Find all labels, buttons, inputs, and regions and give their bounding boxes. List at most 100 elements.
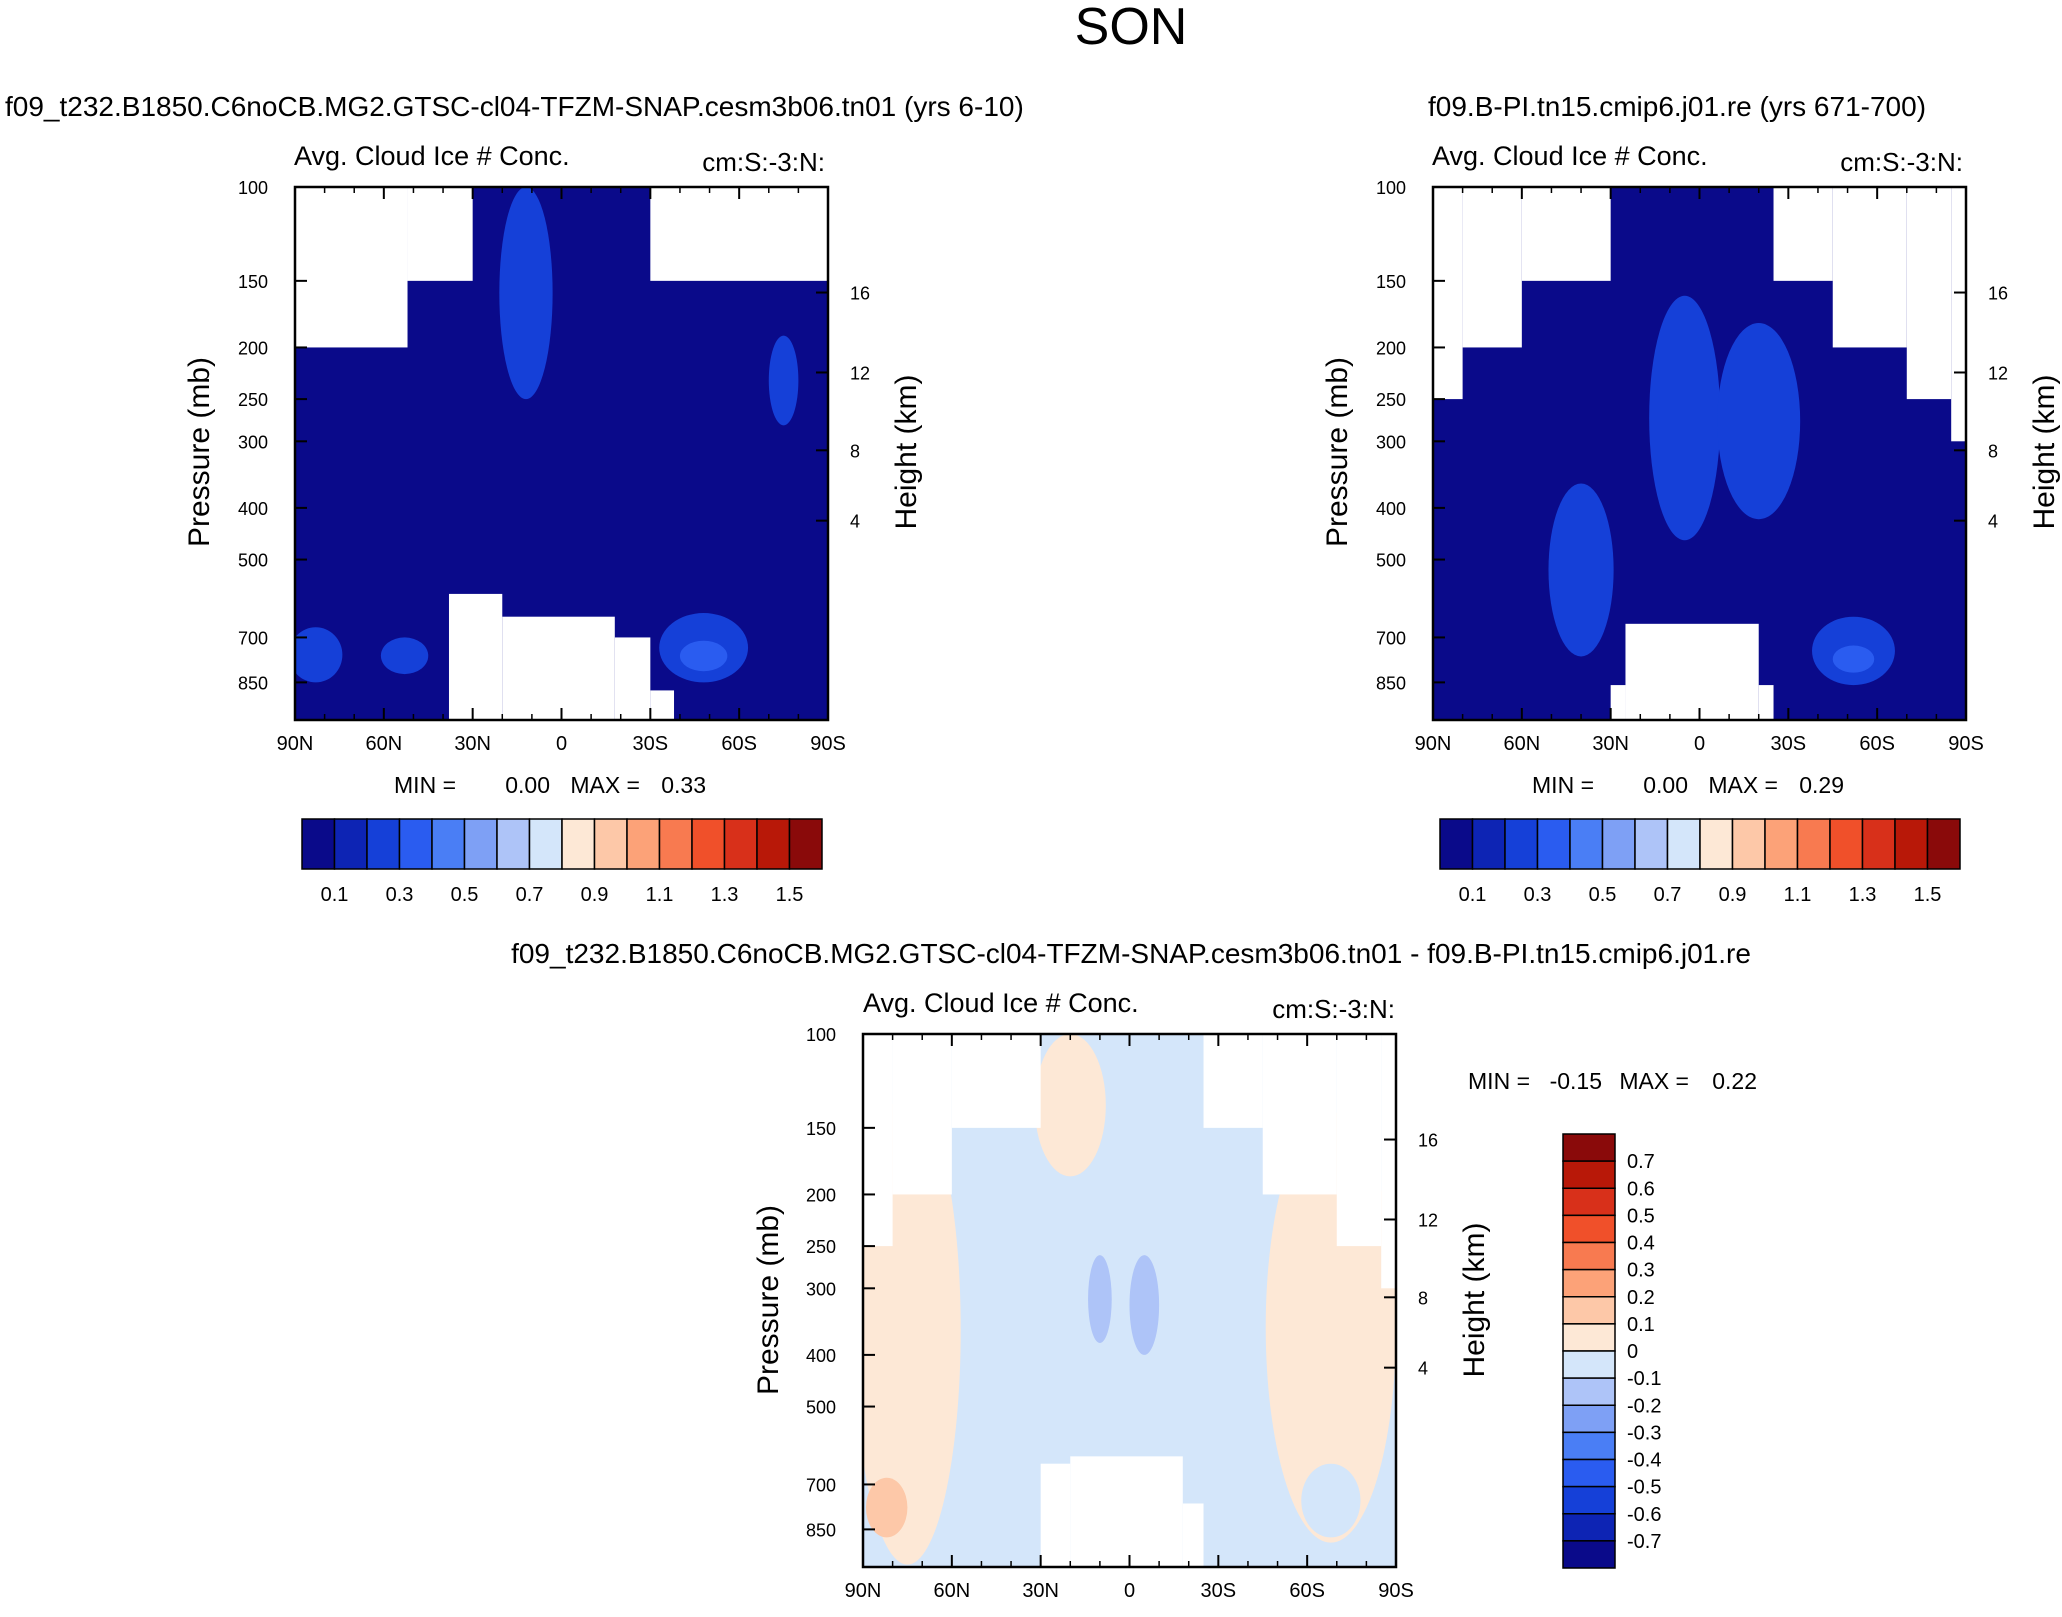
contour-region-7 bbox=[1129, 1255, 1160, 1355]
panel-c-field bbox=[863, 1034, 1396, 1567]
x-tick-label: 90N bbox=[277, 733, 314, 755]
x-tick-label: 90S bbox=[1948, 733, 1984, 755]
height-tick-label: 4 bbox=[850, 512, 860, 532]
missing-data-bottom-2 bbox=[502, 616, 615, 720]
colorbar-swatch bbox=[1894, 818, 1929, 870]
colorbar-swatch bbox=[1562, 1404, 1616, 1434]
y-tick-label: 100 bbox=[238, 178, 268, 198]
y-tick-label: 150 bbox=[1376, 272, 1406, 292]
colorbar-swatch bbox=[1764, 818, 1799, 870]
y-tick-label: 850 bbox=[1376, 673, 1406, 693]
colorbar-label: -0.4 bbox=[1627, 1450, 1661, 1472]
missing-data-bottom-1 bbox=[448, 593, 503, 720]
height-tick-label: 12 bbox=[1988, 363, 2008, 383]
colorbar-swatch bbox=[1666, 818, 1701, 870]
contour-region-6 bbox=[1088, 1255, 1112, 1344]
colorbar-swatch bbox=[463, 818, 498, 870]
panel-a-plot-area bbox=[293, 185, 830, 722]
colorbar-label: 1.5 bbox=[1914, 884, 1942, 906]
height-tick-label: 8 bbox=[850, 441, 860, 461]
colorbar-swatch bbox=[528, 818, 563, 870]
y-tick-label: 150 bbox=[238, 272, 268, 292]
x-tick-label: 30S bbox=[633, 733, 669, 755]
contour-region-1 bbox=[499, 187, 553, 400]
colorbar-label: 0.3 bbox=[386, 884, 414, 906]
colorbar-label: 1.1 bbox=[1784, 884, 1812, 906]
missing-data-top-2 bbox=[892, 1034, 952, 1195]
colorbar-swatch bbox=[1699, 818, 1734, 870]
colorbar-label: -0.1 bbox=[1627, 1368, 1661, 1390]
x-tick-label: 30N bbox=[454, 733, 491, 755]
panel-c-min-value: -0.15 bbox=[1550, 1068, 1602, 1094]
colorbar-swatch bbox=[1562, 1431, 1616, 1461]
y-tick-label: 850 bbox=[806, 1520, 836, 1540]
panel-a-y-axis: 100 150 200 250 300 400 500 700 850 bbox=[238, 178, 307, 693]
panel-b-height-axis: 16 12 8 4 bbox=[1954, 284, 2008, 532]
panel-b-max-value: 0.29 bbox=[1799, 772, 1844, 798]
y-tick-label: 250 bbox=[238, 390, 268, 410]
missing-data-top-2 bbox=[1462, 187, 1522, 348]
colorbar-swatch bbox=[1562, 1187, 1616, 1217]
contour-region-1 bbox=[1649, 295, 1721, 541]
colorbar-swatch bbox=[561, 818, 596, 870]
contour-region-5 bbox=[380, 637, 429, 675]
colorbar-label: 1.3 bbox=[711, 884, 739, 906]
panel-c-y-axis: 100 150 200 250 300 400 500 700 850 bbox=[806, 1025, 875, 1540]
panel-b-max-label: MAX = bbox=[1708, 772, 1778, 798]
missing-data-top-6 bbox=[1832, 187, 1907, 348]
colorbar-swatch bbox=[366, 818, 401, 870]
panel-b-plot-area bbox=[1431, 185, 1968, 722]
y-tick-label: 300 bbox=[806, 1279, 836, 1299]
colorbar-swatch bbox=[1562, 1268, 1616, 1298]
colorbar-label: 0.9 bbox=[1719, 884, 1747, 906]
panel-a: f09_t232.B1850.C6noCB.MG2.GTSC-cl04-TFZM… bbox=[5, 91, 1024, 906]
panel-c-x-axis: 90N 60N 30N 0 30S 60S 90S bbox=[845, 1034, 1414, 1602]
colorbar-swatch bbox=[1504, 818, 1539, 870]
panel-b-colorbar: 0.1 0.3 0.5 0.7 0.9 1.1 1.3 1.5 bbox=[1439, 818, 1961, 906]
x-tick-label: 60S bbox=[1859, 733, 1895, 755]
missing-data-top-5 bbox=[1773, 187, 1833, 281]
y-tick-label: 250 bbox=[1376, 390, 1406, 410]
panel-c-subtitle-right: cm:S:-3:N: bbox=[1272, 994, 1395, 1024]
contour-region-4 bbox=[865, 1477, 908, 1538]
colorbar-label: 0.3 bbox=[1524, 884, 1552, 906]
page-title: SON bbox=[1075, 0, 1188, 56]
colorbar-label: 0.7 bbox=[516, 884, 544, 906]
colorbar-swatch bbox=[1562, 1350, 1616, 1379]
colorbar-swatch bbox=[756, 818, 791, 870]
colorbar-label: 0.1 bbox=[1627, 1314, 1655, 1336]
colorbar-label: 0.9 bbox=[581, 884, 609, 906]
colorbar-label: 0.5 bbox=[451, 884, 479, 906]
colorbar-label: 0.4 bbox=[1627, 1233, 1655, 1255]
panel-b-subtitle-left: Avg. Cloud Ice # Conc. bbox=[1432, 141, 1708, 171]
x-tick-label: 60S bbox=[1289, 1580, 1325, 1602]
colorbar-swatch bbox=[1601, 818, 1636, 870]
colorbar-swatch bbox=[1439, 818, 1474, 870]
panel-b-ylabel-right: Height (km) bbox=[2028, 374, 2061, 529]
panel-a-max-label: MAX = bbox=[570, 772, 640, 798]
height-tick-label: 4 bbox=[1418, 1359, 1428, 1379]
height-tick-label: 16 bbox=[1418, 1131, 1438, 1151]
colorbar-swatch bbox=[1562, 1160, 1616, 1189]
colorbar-swatch bbox=[1829, 818, 1864, 870]
panel-b: f09.B-PI.tn15.cmip6.j01.re (yrs 671-700)… bbox=[1321, 91, 2061, 906]
missing-data-top-6 bbox=[1262, 1034, 1337, 1195]
colorbar-swatch bbox=[1731, 818, 1766, 870]
colorbar-swatch bbox=[333, 818, 368, 870]
y-tick-label: 700 bbox=[238, 628, 268, 648]
x-tick-label: 30N bbox=[1022, 1580, 1059, 1602]
colorbar-swatch bbox=[788, 818, 823, 870]
colorbar-label: -0.3 bbox=[1627, 1422, 1661, 1444]
y-tick-label: 200 bbox=[1376, 338, 1406, 358]
colorbar-label: -0.2 bbox=[1627, 1395, 1661, 1417]
missing-data-top-1 bbox=[863, 1034, 893, 1247]
y-tick-label: 200 bbox=[238, 338, 268, 358]
height-tick-label: 16 bbox=[850, 284, 870, 304]
y-tick-label: 500 bbox=[1376, 551, 1406, 571]
height-tick-label: 8 bbox=[1418, 1288, 1428, 1308]
missing-data-top-2 bbox=[407, 187, 473, 281]
missing-data-bottom-1 bbox=[1040, 1463, 1071, 1567]
colorbar-swatch bbox=[1796, 818, 1831, 870]
colorbar-label: 1.5 bbox=[776, 884, 804, 906]
